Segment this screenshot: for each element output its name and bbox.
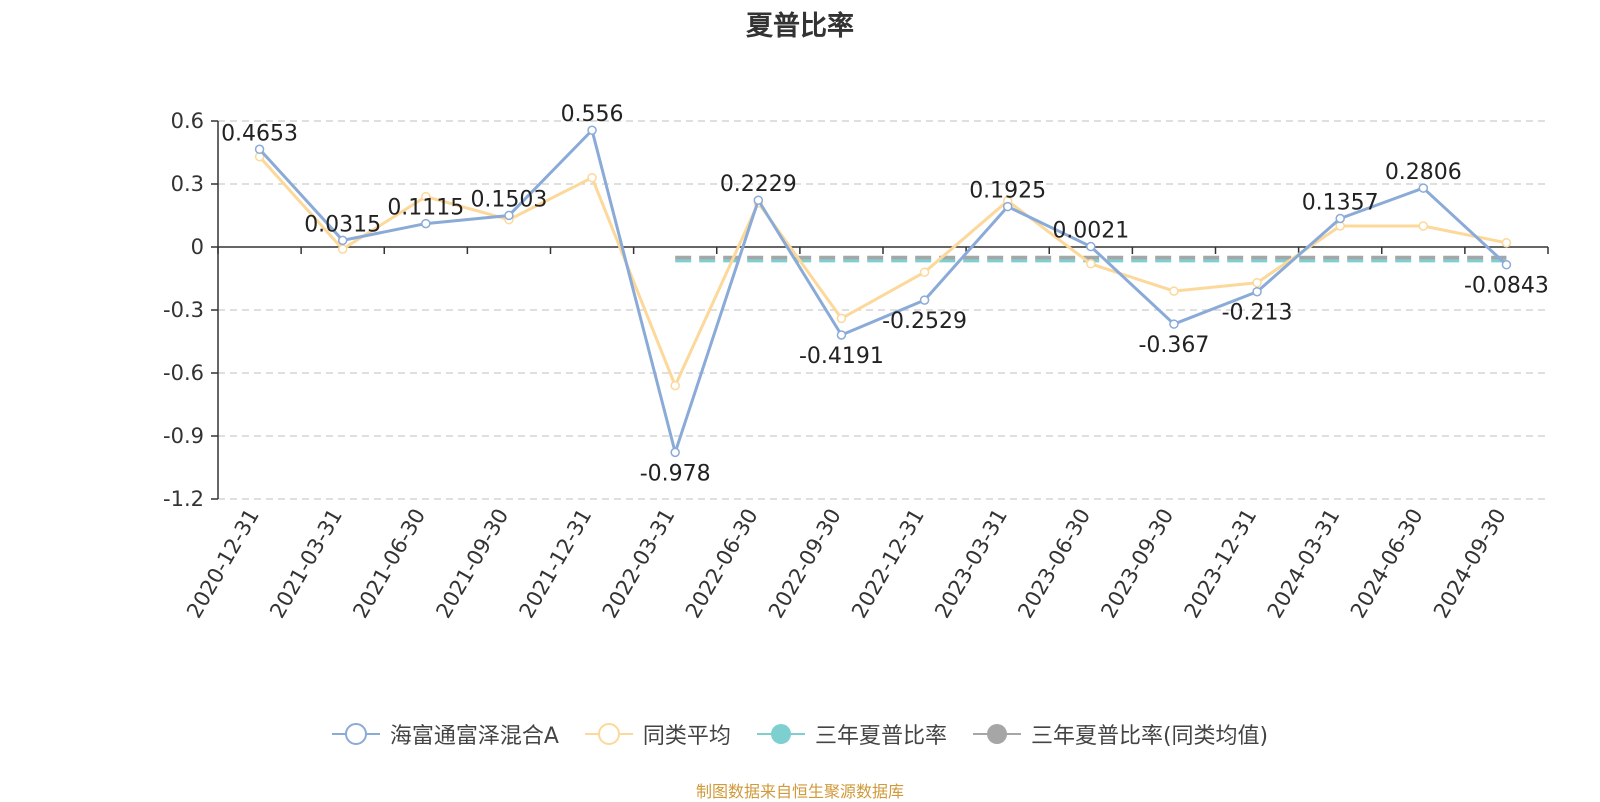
peer-average-point (1418, 221, 1429, 231)
legend-line-filled-circle-icon (756, 724, 805, 744)
data-label: 0.0315 (304, 212, 381, 237)
data-label: 0.1357 (1302, 191, 1379, 216)
peer-average-point (919, 267, 930, 277)
legend-label: 同类平均 (642, 724, 731, 749)
peer-average-point (670, 380, 680, 391)
fund-line (258, 128, 1508, 454)
x-tick-label: 2021-12-31 (515, 505, 597, 623)
x-tick-label: 2021-03-31 (265, 505, 347, 623)
data-label: 0.556 (561, 102, 624, 127)
x-tick-label: 2022-03-31 (598, 505, 680, 623)
legend-item-peer-average[interactable]: 同类平均 (584, 718, 731, 750)
x-tick-label: 2024-06-30 (1346, 505, 1428, 623)
x-tick-label: 2023-12-31 (1180, 505, 1262, 623)
data-label: -0.978 (640, 461, 711, 486)
data-label: 0.2806 (1385, 160, 1462, 185)
peer-average-point (1252, 277, 1262, 288)
y-tick-label: -0.9 (163, 424, 204, 448)
fund-point (1335, 213, 1345, 224)
fund-point (1086, 241, 1096, 252)
fund-point (504, 210, 514, 221)
fund-point (254, 144, 265, 155)
x-tick-label: 2022-09-30 (764, 505, 846, 623)
data-label: 0.2229 (720, 172, 797, 197)
legend: 海富通富泽混合A 同类平均 三年夏普比率 三年夏普比率(同类均值) (0, 718, 1600, 750)
y-tick-label: -1.2 (163, 487, 204, 511)
x-tick-label: 2022-12-31 (847, 505, 929, 623)
x-tick-label: 2024-03-31 (1263, 505, 1345, 623)
y-tick-label: 0 (191, 235, 204, 259)
data-label: 0.1925 (969, 179, 1046, 204)
fund-point (337, 235, 348, 246)
peer-average-point (1086, 259, 1096, 269)
legend-item-fund[interactable]: 海富通富泽混合A (331, 718, 559, 750)
peer-average-point (1169, 286, 1179, 296)
data-label: -0.2529 (882, 309, 967, 334)
peer-average-point (337, 244, 348, 254)
peer-average-point (1501, 238, 1512, 248)
fund-point (1501, 259, 1512, 270)
legend-label: 海富通富泽混合A (389, 724, 559, 749)
x-tick-label: 2021-09-30 (431, 505, 513, 623)
x-tick-label: 2023-03-31 (930, 505, 1012, 623)
fund-point (1418, 183, 1429, 193)
fund-point (1002, 201, 1013, 212)
peer-average-point (587, 172, 597, 183)
x-tick-label: 2021-06-30 (348, 505, 430, 623)
y-tick-label: 0.6 (171, 109, 204, 133)
data-label: 0.0021 (1052, 219, 1129, 244)
data-label: -0.0843 (1464, 274, 1549, 299)
data-label: 0.1503 (470, 187, 547, 212)
fund-point (1252, 286, 1262, 297)
data-label: 0.4653 (221, 121, 298, 146)
y-tick-label: -0.3 (163, 298, 204, 322)
fund-point (587, 125, 597, 135)
legend-line-filled-circle-icon (972, 724, 1021, 744)
x-tick-label: 2020-12-31 (182, 505, 264, 623)
data-label: 0.1115 (387, 196, 464, 221)
fund-point (670, 447, 680, 458)
x-tick-label: 2023-06-30 (1013, 505, 1095, 623)
legend-label: 三年夏普比率(同类均值) (1030, 724, 1269, 749)
x-tick-label: 2022-06-30 (681, 505, 763, 623)
source-note: 制图数据来自恒生聚源数据库 (695, 782, 904, 801)
legend-label: 三年夏普比率 (814, 724, 947, 749)
data-label: -0.4191 (799, 344, 884, 369)
data-label: -0.367 (1138, 333, 1209, 358)
fund-point (1169, 319, 1179, 329)
legend-item-three-year[interactable]: 三年夏普比率 (756, 718, 947, 750)
y-tick-label: 0.3 (171, 172, 204, 196)
fund-point (421, 218, 431, 229)
fund-point (836, 330, 847, 340)
peer-average-point (421, 191, 431, 202)
chart-title: 夏普比率 (746, 11, 854, 42)
peer-average-point (836, 313, 847, 324)
y-tick-label: -0.6 (163, 361, 204, 385)
legend-item-three-year-peer[interactable]: 三年夏普比率(同类均值) (972, 718, 1269, 750)
x-tick-label: 2023-09-30 (1096, 505, 1178, 623)
legend-line-hollow-circle-icon (584, 723, 633, 745)
legend-line-hollow-circle-icon (331, 723, 380, 745)
data-label: -0.213 (1222, 301, 1293, 326)
fund-point (919, 295, 930, 305)
fund-point (753, 195, 764, 205)
x-tick-label: 2024-09-30 (1429, 505, 1511, 623)
